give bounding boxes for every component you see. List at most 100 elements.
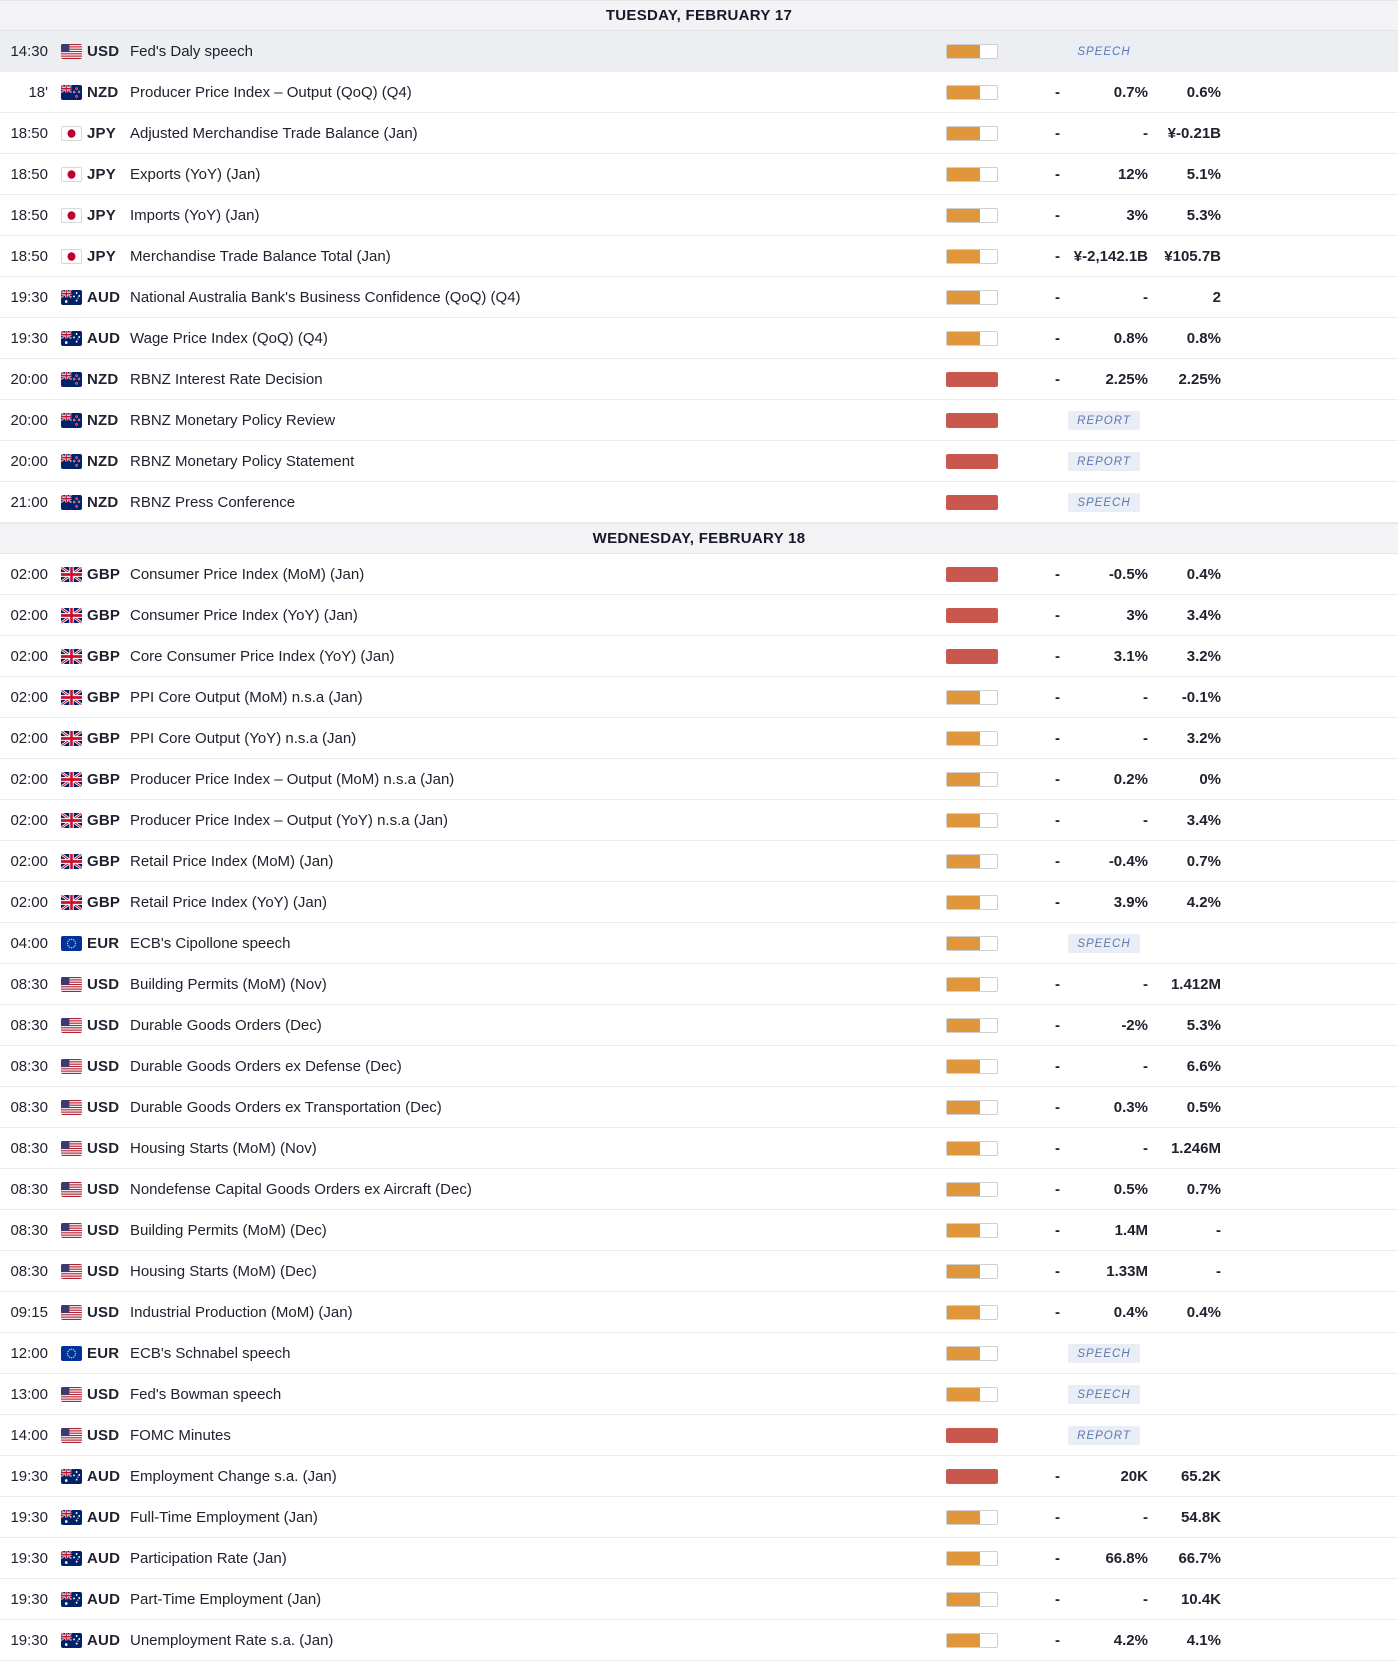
forecast-value: 12% [1117, 165, 1148, 183]
impact-medium-indicator [946, 1058, 998, 1074]
event-row[interactable]: 02:00 GBP Consumer Price Index (MoM) (Ja… [0, 554, 1398, 595]
impact-fill [947, 895, 980, 909]
event-report-badge[interactable]: REPORT [1068, 1425, 1140, 1445]
event-row[interactable]: 02:00 GBP Core Consumer Price Index (YoY… [0, 636, 1398, 677]
event-row[interactable]: 14:00 USD FOMC Minutes REPORT [0, 1415, 1398, 1456]
flag-us-icon [61, 1058, 82, 1074]
event-row[interactable]: 08:30 USD Housing Starts (MoM) (Nov) - -… [0, 1128, 1398, 1169]
event-row[interactable]: 09:15 USD Industrial Production (MoM) (J… [0, 1292, 1398, 1333]
impact-medium-indicator [946, 289, 998, 305]
flag-au-icon [61, 330, 82, 346]
currency-code: USD [87, 975, 120, 993]
event-name: ECB's Schnabel speech [130, 1344, 291, 1362]
impact-bar [946, 853, 998, 869]
event-row[interactable]: 13:00 USD Fed's Bowman speech SPEECH [0, 1374, 1398, 1415]
currency-code: GBP [87, 729, 121, 747]
event-row[interactable]: 02:00 GBP PPI Core Output (MoM) n.s.a (J… [0, 677, 1398, 718]
impact-fill [947, 1100, 980, 1114]
impact-fill [947, 567, 997, 581]
event-name: Exports (YoY) (Jan) [130, 165, 261, 183]
event-row[interactable]: 02:00 GBP PPI Core Output (YoY) n.s.a (J… [0, 718, 1398, 759]
event-speech-badge[interactable]: SPEECH [1068, 1384, 1140, 1404]
impact-bar [946, 371, 998, 387]
impact-medium-indicator [946, 1386, 998, 1402]
currency-code: USD [87, 1139, 120, 1157]
flag-gb-icon [61, 648, 82, 664]
flag-jp-icon [61, 248, 82, 264]
event-row[interactable]: 08:30 USD Building Permits (MoM) (Nov) -… [0, 964, 1398, 1005]
event-row[interactable]: 19:30 AUD National Australia Bank's Busi… [0, 277, 1398, 318]
event-name: Fed's Daly speech [130, 42, 253, 60]
event-row[interactable]: 20:00 NZD RBNZ Interest Rate Decision - … [0, 359, 1398, 400]
forecast-value: - [1143, 1057, 1148, 1075]
event-speech-badge[interactable]: SPEECH [1068, 41, 1140, 61]
event-row[interactable]: 19:30 AUD Participation Rate (Jan) - 66.… [0, 1538, 1398, 1579]
event-row[interactable]: 08:30 USD Durable Goods Orders ex Defens… [0, 1046, 1398, 1087]
currency-code: USD [87, 1303, 120, 1321]
actual-value: - [1055, 688, 1060, 706]
actual-value: - [1055, 1016, 1060, 1034]
forecast-value: 0.3% [1113, 1098, 1148, 1116]
currency-code: NZD [87, 370, 119, 388]
event-name: Core Consumer Price Index (YoY) (Jan) [130, 647, 395, 665]
event-row[interactable]: 02:00 GBP Producer Price Index – Output … [0, 800, 1398, 841]
event-row[interactable]: 08:30 USD Building Permits (MoM) (Dec) -… [0, 1210, 1398, 1251]
impact-medium-indicator [946, 166, 998, 182]
event-row[interactable]: 19:30 AUD Employment Change s.a. (Jan) -… [0, 1456, 1398, 1497]
forecast-value: 1.4M [1114, 1221, 1148, 1239]
event-time: 19:30 [10, 288, 48, 306]
actual-value: - [1055, 893, 1060, 911]
event-time: 02:00 [10, 606, 48, 624]
actual-value: - [1055, 647, 1060, 665]
event-row[interactable]: 18:50 JPY Exports (YoY) (Jan) - 12% 5.1% [0, 154, 1398, 195]
event-row[interactable]: 18:50 JPY Merchandise Trade Balance Tota… [0, 236, 1398, 277]
event-speech-badge[interactable]: SPEECH [1068, 492, 1140, 512]
flag-jp-icon [61, 166, 82, 182]
event-row[interactable]: 02:00 GBP Producer Price Index – Output … [0, 759, 1398, 800]
event-row[interactable]: 19:30 AUD Wage Price Index (QoQ) (Q4) - … [0, 318, 1398, 359]
event-time: 02:00 [10, 647, 48, 665]
forecast-value: 0.5% [1113, 1180, 1148, 1198]
event-row[interactable]: 18:50 JPY Imports (YoY) (Jan) - 3% 5.3% [0, 195, 1398, 236]
event-row[interactable]: 02:00 GBP Consumer Price Index (YoY) (Ja… [0, 595, 1398, 636]
event-row[interactable]: 08:30 USD Nondefense Capital Goods Order… [0, 1169, 1398, 1210]
event-row[interactable]: 02:00 GBP Retail Price Index (YoY) (Jan)… [0, 882, 1398, 923]
event-row[interactable]: 19:30 AUD Full-Time Employment (Jan) - -… [0, 1497, 1398, 1538]
event-row[interactable]: 20:00 NZD RBNZ Monetary Policy Review RE… [0, 400, 1398, 441]
event-row[interactable]: 18' NZD Producer Price Index – Output (Q… [0, 72, 1398, 113]
event-speech-badge[interactable]: SPEECH [1068, 1343, 1140, 1363]
impact-fill [947, 1182, 980, 1196]
event-row[interactable]: 18:50 JPY Adjusted Merchandise Trade Bal… [0, 113, 1398, 154]
forecast-value: -0.5% [1108, 565, 1148, 583]
flag-us-icon [61, 1181, 82, 1197]
event-row[interactable]: 19:30 AUD Part-Time Employment (Jan) - -… [0, 1579, 1398, 1620]
event-row[interactable]: 08:30 USD Housing Starts (MoM) (Dec) - 1… [0, 1251, 1398, 1292]
impact-high-indicator [946, 371, 998, 387]
event-time: 08:30 [10, 1139, 48, 1157]
event-row[interactable]: 04:00 EUR ECB's Cipollone speech SPEECH [0, 923, 1398, 964]
event-speech-badge[interactable]: SPEECH [1068, 933, 1140, 953]
event-row[interactable]: 19:30 AUD Unemployment Rate s.a. (Jan) -… [0, 1620, 1398, 1661]
impact-fill [947, 44, 980, 58]
currency-code: USD [87, 42, 120, 60]
previous-value: 0.7% [1186, 1180, 1221, 1198]
impact-fill [947, 936, 980, 950]
event-report-badge[interactable]: REPORT [1068, 451, 1140, 471]
event-row[interactable]: 02:00 GBP Retail Price Index (MoM) (Jan)… [0, 841, 1398, 882]
event-row[interactable]: 14:30 USD Fed's Daly speech SPEECH [0, 31, 1398, 72]
event-row[interactable]: 21:00 NZD RBNZ Press Conference SPEECH [0, 482, 1398, 523]
forecast-value: 3.1% [1113, 647, 1148, 665]
currency-code: JPY [87, 124, 116, 142]
impact-bar [946, 1263, 998, 1279]
impact-high-indicator [946, 453, 998, 469]
impact-fill [947, 1469, 997, 1483]
impact-high-indicator [946, 494, 998, 510]
event-report-badge[interactable]: REPORT [1068, 410, 1140, 430]
event-row[interactable]: 08:30 USD Durable Goods Orders ex Transp… [0, 1087, 1398, 1128]
event-row[interactable]: 20:00 NZD RBNZ Monetary Policy Statement… [0, 441, 1398, 482]
currency-code: USD [87, 1180, 120, 1198]
impact-fill [947, 454, 997, 468]
event-row[interactable]: 12:00 EUR ECB's Schnabel speech SPEECH [0, 1333, 1398, 1374]
event-row[interactable]: 08:30 USD Durable Goods Orders (Dec) - -… [0, 1005, 1398, 1046]
actual-value: - [1055, 1508, 1060, 1526]
